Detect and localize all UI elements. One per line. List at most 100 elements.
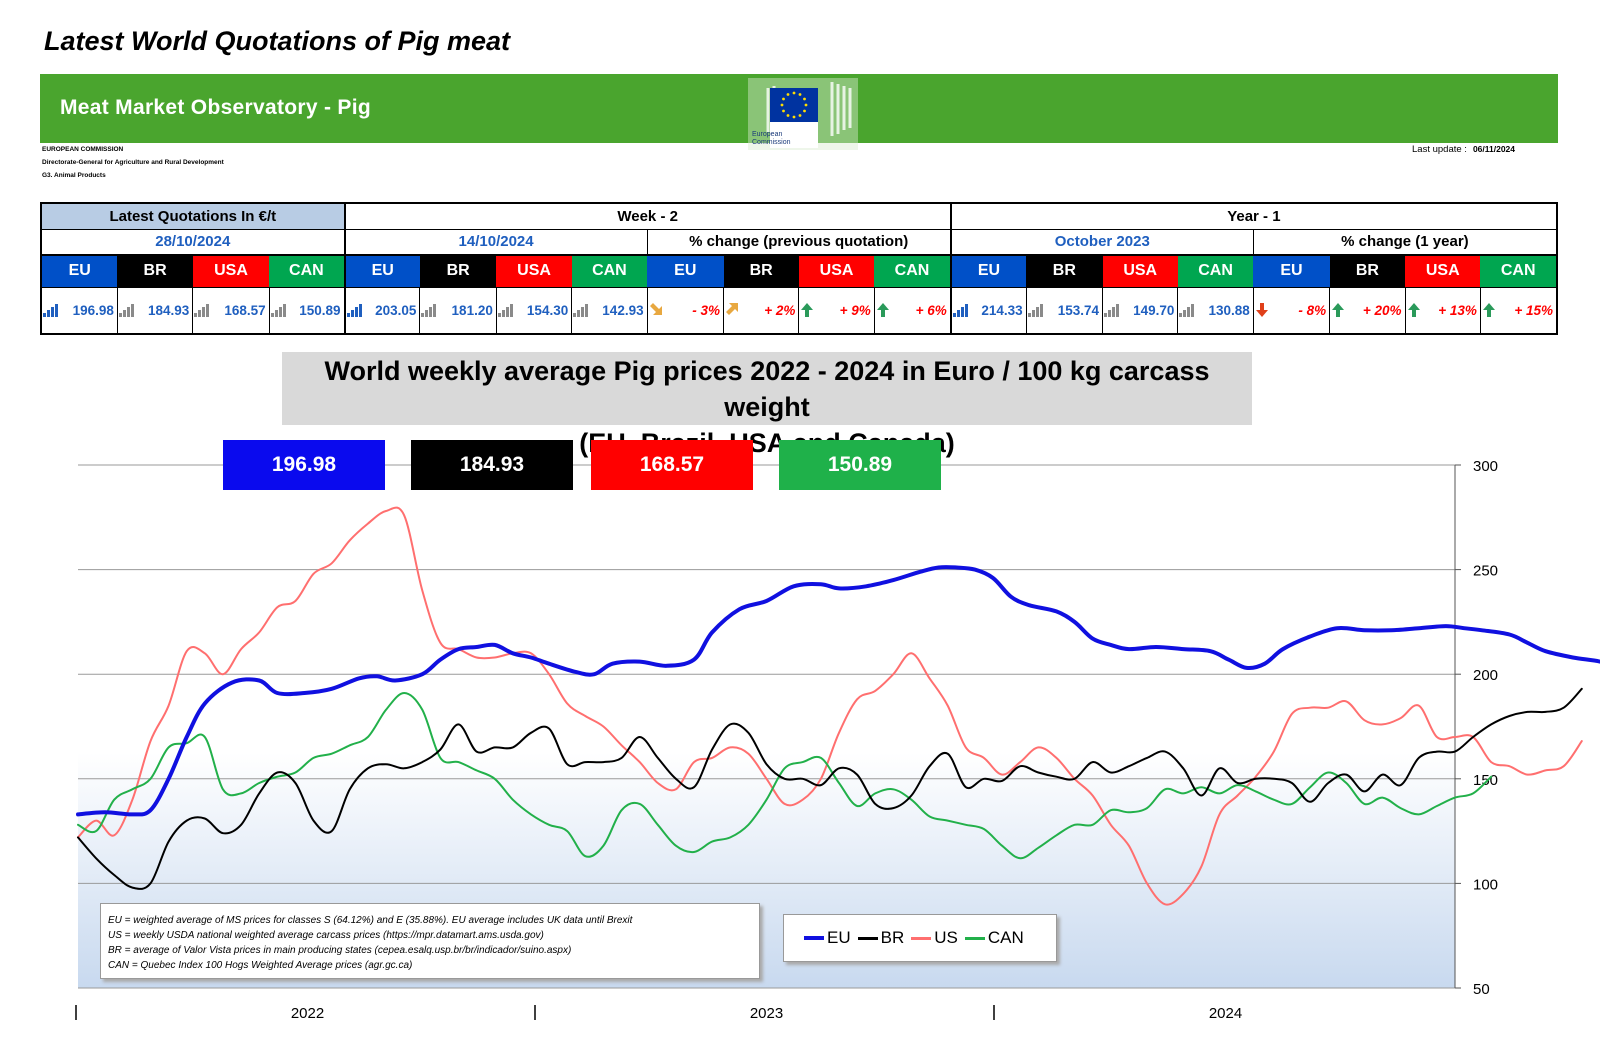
org-line-3: G3. Animal Products — [42, 172, 106, 179]
year1chg-value-can: + 15% — [1514, 302, 1553, 318]
methodology-notes: EU = weighted average of MS prices for c… — [100, 903, 760, 979]
note-us: US = weekly USDA national weighted avera… — [108, 930, 544, 941]
last-update-label: Last update : — [1412, 144, 1467, 155]
year1-date: October 2023 — [949, 228, 1254, 256]
year1-header-eu: EU — [949, 254, 1027, 288]
year1-header: Year - 1 — [949, 202, 1559, 230]
year1-cell-eu: 214.33 — [949, 286, 1027, 335]
year1chg-header-usa: USA — [1405, 254, 1481, 288]
year1-change-header: % change (1 year) — [1252, 228, 1558, 256]
week2-cell-can: 142.93 — [571, 286, 648, 335]
org-line-1: EUROPEAN COMMISSION — [42, 146, 124, 153]
latest-cell-eu: 196.98 — [39, 286, 118, 335]
year1-header-can: CAN — [1177, 254, 1254, 288]
week2-header-can: CAN — [571, 254, 648, 288]
week2chg-value-usa: + 9% — [839, 302, 871, 318]
legend-label-br: BR — [880, 928, 905, 947]
legend-swatch-can — [964, 936, 985, 940]
week2chg-cell-eu: - 3% — [646, 286, 724, 335]
week2-header-br: BR — [419, 254, 497, 288]
trend-arrow-up-icon — [1332, 303, 1345, 318]
week2-change-header: % change (previous quotation) — [646, 228, 952, 256]
trend-arrow-down-icon — [1255, 303, 1268, 318]
chart-title-line1: World weekly average Pig prices 2022 - 2… — [324, 356, 1210, 422]
week2chg-header-usa: USA — [798, 254, 875, 288]
note-can: CAN = Quebec Index 100 Hogs Weighted Ave… — [108, 960, 413, 971]
latest-header-can: CAN — [269, 254, 345, 288]
y-tick-label-100: 100 — [1473, 876, 1498, 893]
bar-chart-icon — [1179, 304, 1195, 318]
trend-arrow-up-icon — [1407, 303, 1420, 318]
series-line-us — [77, 506, 1583, 906]
legend-swatch-br — [857, 936, 878, 940]
y-tick-label-250: 250 — [1473, 563, 1498, 580]
legend-label-eu: EU — [827, 928, 851, 947]
year1chg-header-can: CAN — [1480, 254, 1558, 288]
week2chg-value-br: + 2% — [764, 302, 796, 318]
series-line-can — [77, 692, 1493, 860]
note-eu: EU = weighted average of MS prices for c… — [108, 915, 633, 926]
latest-date: 28/10/2024 — [40, 228, 346, 256]
week2-cell-usa: 154.30 — [495, 286, 572, 335]
week2chg-header-eu: EU — [647, 254, 724, 288]
legend-label-can: CAN — [987, 928, 1024, 947]
logo-caption: European Commission — [752, 131, 791, 147]
trend-arrow-up-icon — [1482, 303, 1495, 318]
bar-chart-icon — [573, 304, 589, 318]
page-title: Latest World Quotations of Pig meat — [44, 26, 511, 56]
bar-chart-icon — [952, 304, 968, 318]
latest-value-eu: 196.98 — [72, 302, 114, 318]
y-tick-label-300: 300 — [1473, 458, 1498, 475]
br-value-box: 184.93 — [411, 440, 573, 490]
year1chg-header-br: BR — [1329, 254, 1406, 288]
logo-caption-line1: European — [752, 131, 783, 138]
bar-chart-icon — [1104, 304, 1120, 318]
series-line-eu — [76, 565, 1600, 817]
can-value-box: 150.89 — [779, 440, 941, 490]
week2chg-header-can: CAN — [874, 254, 951, 288]
latest-header-usa: USA — [192, 254, 270, 288]
week2-date: 14/10/2024 — [343, 228, 648, 256]
observatory-banner: Meat Market Observatory - Pig — [40, 74, 1558, 150]
y-tick-label-200: 200 — [1473, 667, 1498, 684]
year1chg-cell-can: + 15% — [1479, 286, 1558, 335]
chart-legend: EU BR US CAN — [783, 914, 1057, 962]
quotations-table: Latest Quotations In €/t Week - 2 Year -… — [39, 202, 1559, 335]
region-header-row: EU BR USA CAN EU BR USA CAN EU BR USA CAN EU BR USA CAN… — [39, 254, 1558, 288]
price-chart: 50 100 150 200 250 300 2022 2023 2024 — [75, 458, 1600, 1022]
week2-value-eu: 203.05 — [375, 302, 417, 318]
week2chg-cell-can: + 6% — [873, 286, 951, 335]
series-line-br — [77, 687, 1583, 890]
year1-cell-br: 153.74 — [1025, 286, 1103, 335]
trend-arrow-up-icon — [801, 303, 814, 318]
bar-chart-icon — [118, 304, 134, 318]
year1-cell-usa: 149.70 — [1102, 286, 1178, 335]
bar-chart-icon — [194, 304, 210, 318]
eu-value-box: 196.98 — [223, 440, 385, 490]
latest-value-can: 150.89 — [299, 302, 341, 318]
latest-cell-can: 150.89 — [268, 286, 345, 335]
legend-swatch-us — [911, 936, 932, 940]
latest-value-usa: 168.57 — [224, 302, 266, 318]
european-commission-logo — [748, 78, 858, 150]
bar-chart-icon — [1027, 304, 1043, 318]
year1-value-eu: 214.33 — [981, 302, 1023, 318]
year1-value-br: 153.74 — [1057, 302, 1100, 318]
week2chg-value-eu: - 3% — [692, 302, 720, 318]
legend-item-can: CAN — [964, 928, 1024, 948]
year1chg-cell-br: + 20% — [1329, 286, 1406, 335]
year1-value-can: 130.88 — [1208, 302, 1250, 318]
trend-arrow-downright-icon — [649, 303, 662, 316]
legend-item-us: US — [911, 928, 958, 948]
latest-cell-usa: 168.57 — [192, 286, 270, 335]
year1chg-value-eu: - 8% — [1298, 302, 1327, 318]
logo-caption-line2: Commission — [752, 139, 791, 146]
banner-title: Meat Market Observatory - Pig — [60, 96, 371, 119]
year1-header-usa: USA — [1102, 254, 1178, 288]
latest-header-br: BR — [117, 254, 193, 288]
note-br: BR = average of Valor Vista prices in ma… — [108, 945, 572, 956]
week2chg-header-br: BR — [723, 254, 799, 288]
year1chg-header-eu: EU — [1253, 254, 1330, 288]
week2-cell-eu: 203.05 — [343, 286, 420, 335]
latest-value-br: 184.93 — [147, 302, 190, 318]
